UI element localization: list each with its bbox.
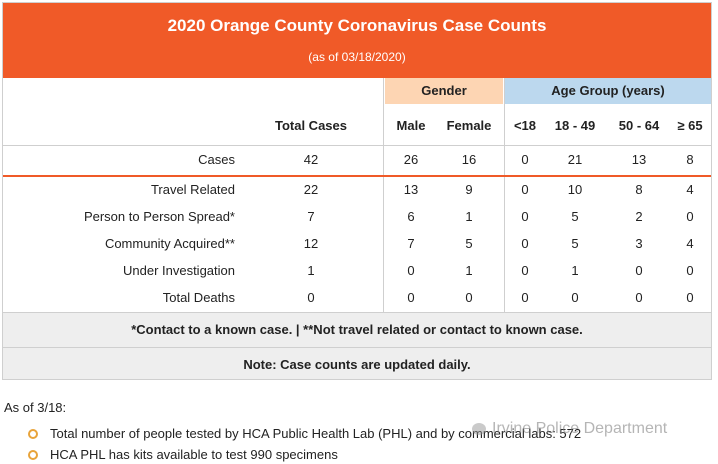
watermark-text: Irvine Police Department xyxy=(492,420,668,437)
table-cell: 5 xyxy=(571,209,579,224)
table-cell: 16 xyxy=(461,152,477,167)
table-cell: 26 xyxy=(403,152,419,167)
col-18-49: 18 - 49 xyxy=(554,118,596,133)
table-banner: 2020 Orange County Coronavirus Case Coun… xyxy=(3,3,711,78)
table-cell: 0 xyxy=(521,236,529,251)
table-cell: 0 xyxy=(521,290,529,305)
col-female: Female xyxy=(446,118,492,133)
footnote: *Contact to a known case. | **Not travel… xyxy=(3,313,711,347)
table-cell: 21 xyxy=(567,152,583,167)
col-50-64: 50 - 64 xyxy=(618,118,660,133)
table-cell: 8 xyxy=(635,182,643,197)
table-cell: 7 xyxy=(407,236,415,251)
table-cell: 1 xyxy=(571,263,579,278)
bullet-icon xyxy=(28,428,38,439)
row-label-cases: Cases xyxy=(198,152,235,167)
table-cell: 2 xyxy=(635,209,643,224)
table-cell: 0 xyxy=(635,263,643,278)
row-label-total-deaths: Total Deaths xyxy=(162,290,235,305)
row-label-community: Community Acquired** xyxy=(104,236,235,251)
table-cell: 0 xyxy=(307,290,315,305)
table-cell: 0 xyxy=(686,290,694,305)
table-cell: 1 xyxy=(465,263,473,278)
note-divider xyxy=(3,347,711,348)
row-label-person-to-person: Person to Person Spread* xyxy=(83,209,235,224)
table-cell: 1 xyxy=(465,209,473,224)
table-cell: 0 xyxy=(465,290,473,305)
table-cell: 7 xyxy=(307,209,315,224)
table-cell: 8 xyxy=(686,152,694,167)
gender-group-header: Gender xyxy=(385,78,503,104)
list-item-text: Total number of people tested by HCA Pub… xyxy=(50,426,582,441)
table-cell: 0 xyxy=(635,290,643,305)
row-label-travel: Travel Related xyxy=(150,182,235,197)
table-cell: 4 xyxy=(686,182,694,197)
table-cell: 4 xyxy=(686,236,694,251)
col-total-cases: Total Cases xyxy=(274,118,347,133)
table-cell: 0 xyxy=(521,152,529,167)
bullet-icon xyxy=(28,449,38,460)
table-cell: 0 xyxy=(521,182,529,197)
divider xyxy=(383,78,384,314)
table-cell: 12 xyxy=(303,236,319,251)
table-cell: 13 xyxy=(631,152,647,167)
case-counts-table: 2020 Orange County Coronavirus Case Coun… xyxy=(2,2,712,380)
table-cell: 0 xyxy=(521,209,529,224)
table-cell: 22 xyxy=(303,182,319,197)
header-rule xyxy=(3,175,711,177)
watermark: Irvine Police Department xyxy=(472,420,667,438)
list-item: HCA PHL has kits available to test 990 s… xyxy=(28,447,338,462)
table-cell: 3 xyxy=(635,236,643,251)
table-cell: 0 xyxy=(686,263,694,278)
age-group-header: Age Group (years) xyxy=(505,78,711,104)
list-item: Total number of people tested by HCA Pub… xyxy=(28,426,581,441)
table-cell: 13 xyxy=(403,182,419,197)
table-cell: 42 xyxy=(303,152,319,167)
table-cell: 0 xyxy=(571,290,579,305)
table-subtitle: (as of 03/18/2020) xyxy=(308,50,406,64)
divider xyxy=(504,78,505,314)
col-male: Male xyxy=(396,118,426,133)
table-cell: 6 xyxy=(407,209,415,224)
table-cell: 10 xyxy=(567,182,583,197)
table-cell: 1 xyxy=(307,263,315,278)
update-note: Note: Case counts are updated daily. xyxy=(3,348,711,379)
table-cell: 0 xyxy=(407,290,415,305)
header-divider xyxy=(3,145,711,146)
table-cell: 0 xyxy=(521,263,529,278)
col-65-plus: ≥ 65 xyxy=(677,118,703,133)
table-cell: 9 xyxy=(465,182,473,197)
table-title: 2020 Orange County Coronavirus Case Coun… xyxy=(167,16,547,35)
as-of-label: As of 3/18: xyxy=(4,400,67,415)
table-cell: 5 xyxy=(465,236,473,251)
row-label-under-investigation: Under Investigation xyxy=(122,263,235,278)
list-item-text: HCA PHL has kits available to test 990 s… xyxy=(50,447,338,462)
table-cell: 5 xyxy=(571,236,579,251)
wechat-icon xyxy=(472,422,486,435)
footer-divider xyxy=(3,312,711,313)
table-cell: 0 xyxy=(686,209,694,224)
table-cell: 0 xyxy=(407,263,415,278)
col-under-18: <18 xyxy=(513,118,537,133)
